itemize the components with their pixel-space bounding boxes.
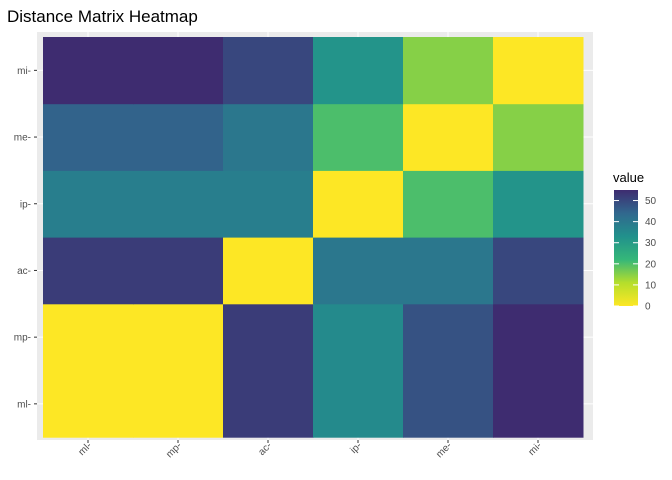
heatmap-cell-mi-ac xyxy=(223,37,314,105)
heatmap-cell-mi-mi xyxy=(493,37,584,105)
heatmap-cell-mp-mp xyxy=(133,303,224,371)
heatmap-cell-ip-me xyxy=(403,170,494,238)
legend-tick-label: 50 xyxy=(645,196,657,207)
heatmap-cell-ip-ac xyxy=(223,170,314,238)
x-tick-label: mi- xyxy=(527,440,545,458)
heatmap-cell-mp-mi xyxy=(493,303,584,371)
y-tick-label: ip- xyxy=(20,199,31,210)
x-tick-label: me- xyxy=(434,440,454,460)
legend-tick-label: 0 xyxy=(645,302,651,313)
heatmap-cell-me-mi xyxy=(493,103,584,171)
x-axis-ticks: ml-mp-ac-ip-me-mi- xyxy=(77,440,545,460)
heatmap-cell-ac-mi xyxy=(493,237,584,305)
x-tick-label: ip- xyxy=(348,440,364,456)
x-tick-label: mp- xyxy=(164,440,184,460)
x-tick-label: ac- xyxy=(257,440,275,458)
heatmap-cell-ac-mp xyxy=(133,237,224,305)
heatmap-cell-mi-ml xyxy=(43,37,134,105)
heatmap-cell-me-ip xyxy=(313,103,404,171)
legend-colorbar xyxy=(614,190,638,306)
legend-tick-label: 10 xyxy=(645,280,657,291)
heatmap-cell-mp-me xyxy=(403,303,494,371)
heatmap-cell-ac-ac xyxy=(223,237,314,305)
heatmap-cell-ip-mi xyxy=(493,170,584,238)
heatmap-cell-ip-ip xyxy=(313,170,404,238)
heatmap-cell-me-me xyxy=(403,103,494,171)
y-tick-label: ml- xyxy=(17,399,31,410)
heatmap-cell-mi-mp xyxy=(133,37,224,105)
heatmap-cell-me-mp xyxy=(133,103,224,171)
heatmap-cell-ac-me xyxy=(403,237,494,305)
chart-title: Distance Matrix Heatmap xyxy=(7,7,198,26)
legend-title: value xyxy=(613,170,644,185)
heatmap-cell-mp-ac xyxy=(223,303,314,371)
y-tick-label: me- xyxy=(14,133,31,144)
heatmap-cell-ml-mi xyxy=(493,370,584,438)
heatmap-cell-ml-ac xyxy=(223,370,314,438)
heatmap-cell-mi-me xyxy=(403,37,494,105)
legend-tick-label: 30 xyxy=(645,238,657,249)
y-tick-label: mp- xyxy=(14,333,31,344)
heatmap-cell-ip-mp xyxy=(133,170,224,238)
x-tick-label: ml- xyxy=(77,440,95,458)
heatmap-cell-mp-ml xyxy=(43,303,134,371)
heatmap-cell-ml-me xyxy=(403,370,494,438)
y-tick-label: ac- xyxy=(17,266,31,277)
legend-ticks: 0 10 20 30 40 50 xyxy=(614,196,657,313)
y-axis-ticks: ml-mp-ac-ip-me-mi- xyxy=(14,66,37,410)
heatmap-cell-mp-ip xyxy=(313,303,404,371)
heatmap-cell-ml-ip xyxy=(313,370,404,438)
legend-tick-label: 20 xyxy=(645,259,657,270)
heatmap-cells xyxy=(43,37,584,438)
heatmap-cell-me-ml xyxy=(43,103,134,171)
color-legend: value 0 10 20 30 40 50 xyxy=(613,170,657,313)
heatmap-cell-ac-ml xyxy=(43,237,134,305)
heatmap-cell-ml-ml xyxy=(43,370,134,438)
heatmap-cell-ip-ml xyxy=(43,170,134,238)
y-tick-label: mi- xyxy=(17,66,31,77)
legend-tick-label: 40 xyxy=(645,217,657,228)
heatmap-cell-ml-mp xyxy=(133,370,224,438)
heatmap-cell-mi-ip xyxy=(313,37,404,105)
heatmap-cell-me-ac xyxy=(223,103,314,171)
heatmap-cell-ac-ip xyxy=(313,237,404,305)
